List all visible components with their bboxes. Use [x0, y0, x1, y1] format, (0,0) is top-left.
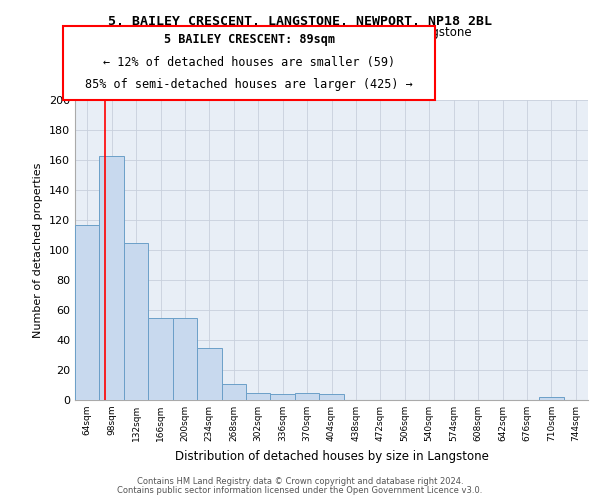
Bar: [75, 224, 100, 400]
Bar: [295, 392, 319, 400]
Bar: [221, 384, 246, 400]
Y-axis label: Number of detached properties: Number of detached properties: [34, 162, 43, 338]
Text: ← 12% of detached houses are smaller (59): ← 12% of detached houses are smaller (59…: [103, 56, 395, 69]
Text: Contains HM Land Registry data © Crown copyright and database right 2024.: Contains HM Land Registry data © Crown c…: [137, 477, 463, 486]
Text: 85% of semi-detached houses are larger (425) →: 85% of semi-detached houses are larger (…: [85, 78, 413, 92]
Bar: [148, 318, 173, 400]
Text: Size of property relative to detached houses in Langstone: Size of property relative to detached ho…: [128, 26, 472, 39]
Bar: [124, 242, 148, 400]
X-axis label: Distribution of detached houses by size in Langstone: Distribution of detached houses by size …: [175, 450, 488, 462]
Text: Contains public sector information licensed under the Open Government Licence v3: Contains public sector information licen…: [118, 486, 482, 495]
Bar: [319, 394, 344, 400]
Text: 5, BAILEY CRESCENT, LANGSTONE, NEWPORT, NP18 2BL: 5, BAILEY CRESCENT, LANGSTONE, NEWPORT, …: [108, 15, 492, 28]
Bar: [100, 156, 124, 400]
Bar: [271, 394, 295, 400]
Bar: [173, 318, 197, 400]
Bar: [246, 392, 271, 400]
Bar: [197, 348, 221, 400]
Bar: [539, 397, 563, 400]
Text: 5 BAILEY CRESCENT: 89sqm: 5 BAILEY CRESCENT: 89sqm: [163, 34, 335, 46]
